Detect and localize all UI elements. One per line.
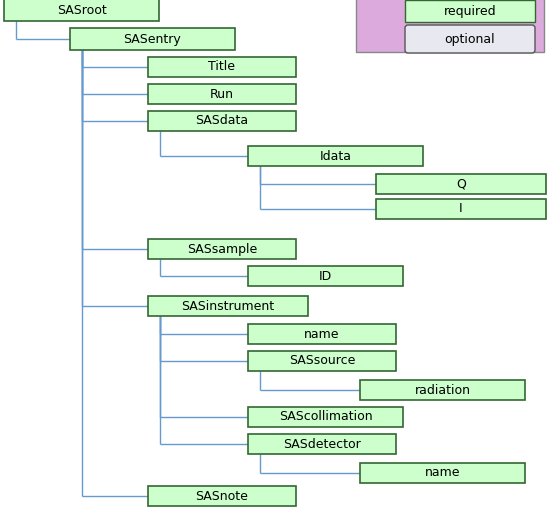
FancyBboxPatch shape [148,239,296,259]
Text: SASentry: SASentry [124,32,181,46]
Text: SASinstrument: SASinstrument [181,300,275,312]
Text: Title: Title [208,60,236,74]
FancyBboxPatch shape [360,463,525,483]
Text: SASroot: SASroot [56,4,106,16]
FancyBboxPatch shape [248,407,403,427]
Text: SASnote: SASnote [196,489,248,502]
Text: Run: Run [210,88,234,100]
FancyBboxPatch shape [405,0,535,22]
Text: I: I [459,203,463,216]
Text: SASsample: SASsample [187,243,257,255]
FancyBboxPatch shape [148,111,296,131]
FancyBboxPatch shape [360,380,525,400]
Text: ID: ID [319,269,332,283]
Text: SASdata: SASdata [196,115,249,127]
Text: SASdetector: SASdetector [283,437,361,451]
FancyBboxPatch shape [376,174,546,194]
FancyBboxPatch shape [248,324,396,344]
FancyBboxPatch shape [148,57,296,77]
FancyBboxPatch shape [148,296,308,316]
FancyBboxPatch shape [148,84,296,104]
Text: name: name [425,466,460,480]
FancyBboxPatch shape [4,0,159,21]
Text: required: required [444,5,496,17]
FancyBboxPatch shape [248,146,423,166]
Text: Idata: Idata [319,150,351,162]
Text: SAScollimation: SAScollimation [279,411,372,423]
FancyBboxPatch shape [70,28,235,50]
Text: SASsource: SASsource [289,354,355,368]
FancyBboxPatch shape [405,25,535,53]
Text: Q: Q [456,178,466,190]
FancyBboxPatch shape [356,0,544,52]
FancyBboxPatch shape [376,199,546,219]
Text: radiation: radiation [414,383,471,396]
FancyBboxPatch shape [248,266,403,286]
Text: optional: optional [444,32,495,46]
FancyBboxPatch shape [248,434,396,454]
FancyBboxPatch shape [248,351,396,371]
Text: name: name [304,328,340,340]
FancyBboxPatch shape [148,486,296,506]
